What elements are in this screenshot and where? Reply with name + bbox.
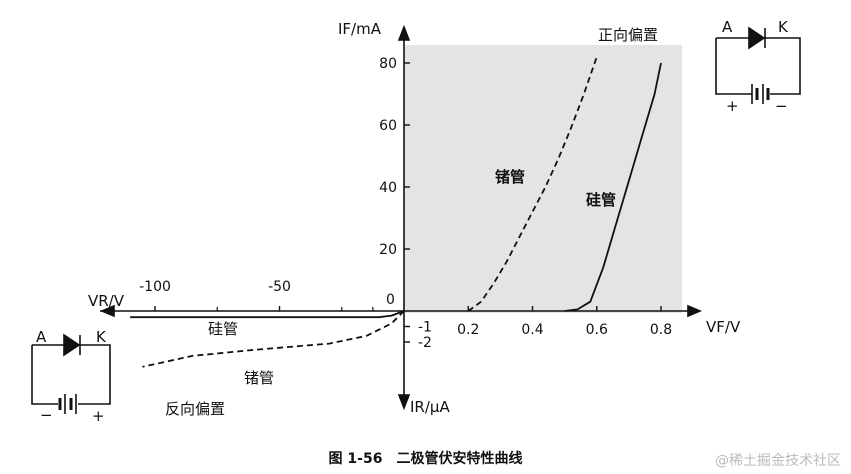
- reverse-bias-label: 反向偏置: [165, 400, 225, 418]
- x-forward-tick-label: 0.2: [457, 322, 479, 338]
- circuit-forward: [715, 26, 801, 104]
- y-forward-tick-label: 60: [379, 118, 397, 134]
- ge-reverse-curve: [142, 310, 405, 368]
- origin-label: 0: [386, 292, 395, 308]
- ticks: 0.2 0.4 0.6 0.8 -100 -50 20 40 60 80 -1-2: [139, 56, 672, 351]
- circuit-forward-cathode: K: [778, 18, 789, 36]
- x-forward-tick-label: 0.6: [586, 322, 608, 338]
- circuit-forward-minus: −: [775, 97, 788, 115]
- x-axis-arrow-right: [687, 304, 703, 318]
- x-reverse-label: VR/V: [88, 292, 125, 310]
- x-forward-label: VF/V: [706, 318, 741, 336]
- circuit-reverse-minus: −: [40, 406, 53, 424]
- x-reverse-tick-label: -100: [139, 279, 171, 295]
- axes: [99, 24, 703, 411]
- si-forward-label: 硅管: [586, 191, 616, 209]
- y-forward-tick-label: 20: [379, 242, 397, 258]
- y-axis-arrow-down: [397, 394, 411, 411]
- y-reverse-tick-label: -1: [418, 320, 432, 336]
- ge-reverse-label: 锗管: [244, 369, 274, 387]
- y-axis-arrow-up: [397, 24, 411, 41]
- y-forward-tick-label: 80: [379, 56, 397, 72]
- watermark: @稀土掘金技术社区: [715, 453, 841, 469]
- x-forward-tick-label: 0.4: [521, 322, 543, 338]
- ge-forward-curve: [467, 56, 598, 312]
- y-reverse-label: IR/μA: [410, 398, 450, 416]
- figure-caption: 图 1-56 二极管伏安特性曲线: [328, 451, 523, 467]
- x-reverse-tick-label: -50: [268, 279, 291, 295]
- x-axis-arrow-left: [99, 304, 115, 318]
- diode-icon-reverse: [63, 333, 81, 357]
- circuit-reverse: [31, 333, 111, 414]
- y-forward-tick-label: 40: [379, 180, 397, 196]
- circuit-reverse-plus: +: [92, 407, 105, 425]
- forward-shaded-region: [404, 45, 682, 313]
- curves: [130, 56, 662, 368]
- circuit-forward-plus: +: [726, 97, 739, 115]
- forward-bias-label: 正向偏置: [598, 26, 658, 44]
- circuit-reverse-anode: A: [36, 328, 47, 346]
- y-reverse-tick-label: -2: [418, 335, 432, 351]
- y-forward-label: IF/mA: [338, 20, 382, 38]
- si-reverse-curve: [130, 310, 405, 319]
- si-reverse-label: 硅管: [208, 320, 238, 338]
- circuit-forward-anode: A: [722, 18, 733, 36]
- diode-icon: [748, 26, 766, 50]
- x-forward-tick-label: 0.8: [650, 322, 672, 338]
- ge-forward-label: 锗管: [495, 168, 525, 186]
- si-forward-curve: [564, 62, 662, 312]
- circuit-reverse-cathode: K: [96, 328, 107, 346]
